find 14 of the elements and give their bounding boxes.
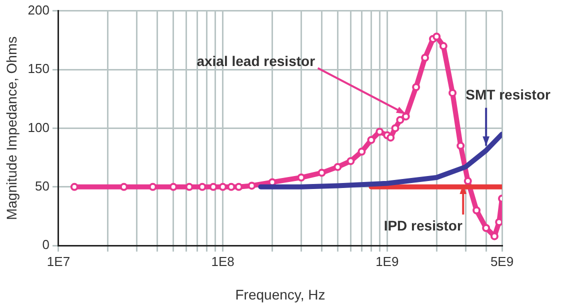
- y-tick-label: 100: [28, 120, 50, 135]
- x-tick-label: 1E8: [211, 254, 234, 269]
- y-tick-label: 50: [35, 178, 50, 194]
- y-tick-label: 150: [28, 61, 50, 76]
- annotation: SMT resistor: [466, 86, 552, 103]
- x-tick-label: 1E7: [46, 254, 70, 269]
- x-tick-label: 1E9: [376, 254, 399, 269]
- x-axis-title: Frequency, Hz: [235, 286, 326, 302]
- y-axis-title: Magnitude Impedance, Ohms: [3, 36, 20, 220]
- annotation: axial lead resistor: [196, 52, 316, 69]
- x-tick-label: 5E9: [490, 254, 514, 269]
- y-tick-label: 200: [28, 2, 50, 18]
- y-tick-label: 0: [42, 237, 50, 252]
- annotation: IPD resistor: [384, 217, 463, 234]
